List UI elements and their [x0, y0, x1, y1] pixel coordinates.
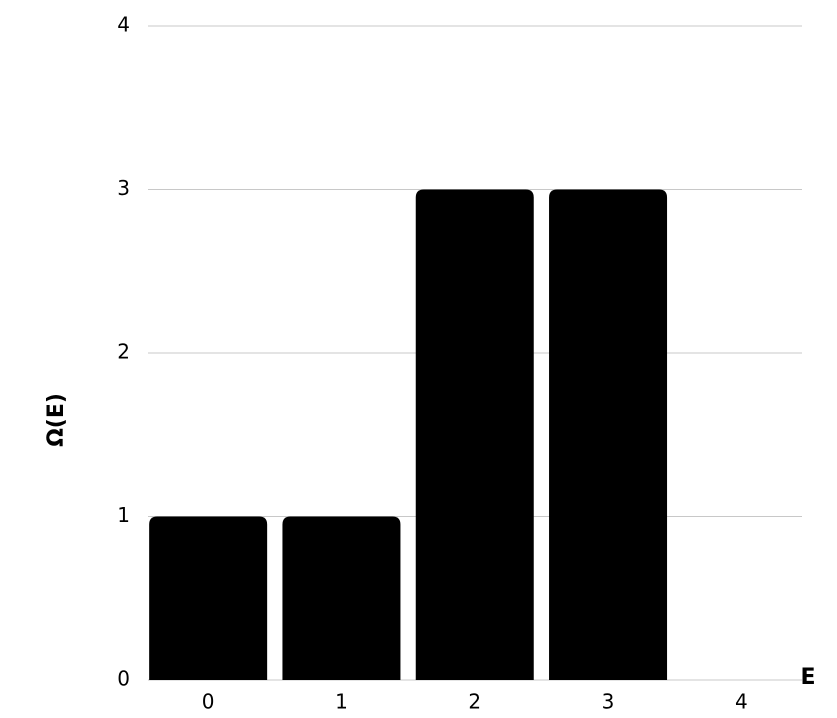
bar	[149, 516, 268, 680]
y-tick-label: 0	[117, 667, 130, 691]
x-tick-label: 0	[202, 690, 215, 714]
bar	[415, 189, 534, 680]
y-tick-label: 4	[117, 13, 130, 37]
y-tick-label: 2	[117, 340, 130, 364]
bar	[549, 189, 668, 680]
x-tick-label: 4	[735, 690, 748, 714]
x-tick-label: 3	[602, 690, 615, 714]
bar	[282, 516, 401, 680]
x-tick-label: 2	[468, 690, 481, 714]
x-tick-label: 1	[335, 690, 348, 714]
y-axis-title: Ω(E)	[44, 393, 69, 447]
y-tick-label: 1	[117, 503, 130, 527]
y-tick-label: 3	[117, 176, 130, 200]
x-axis-title: E	[800, 665, 815, 690]
